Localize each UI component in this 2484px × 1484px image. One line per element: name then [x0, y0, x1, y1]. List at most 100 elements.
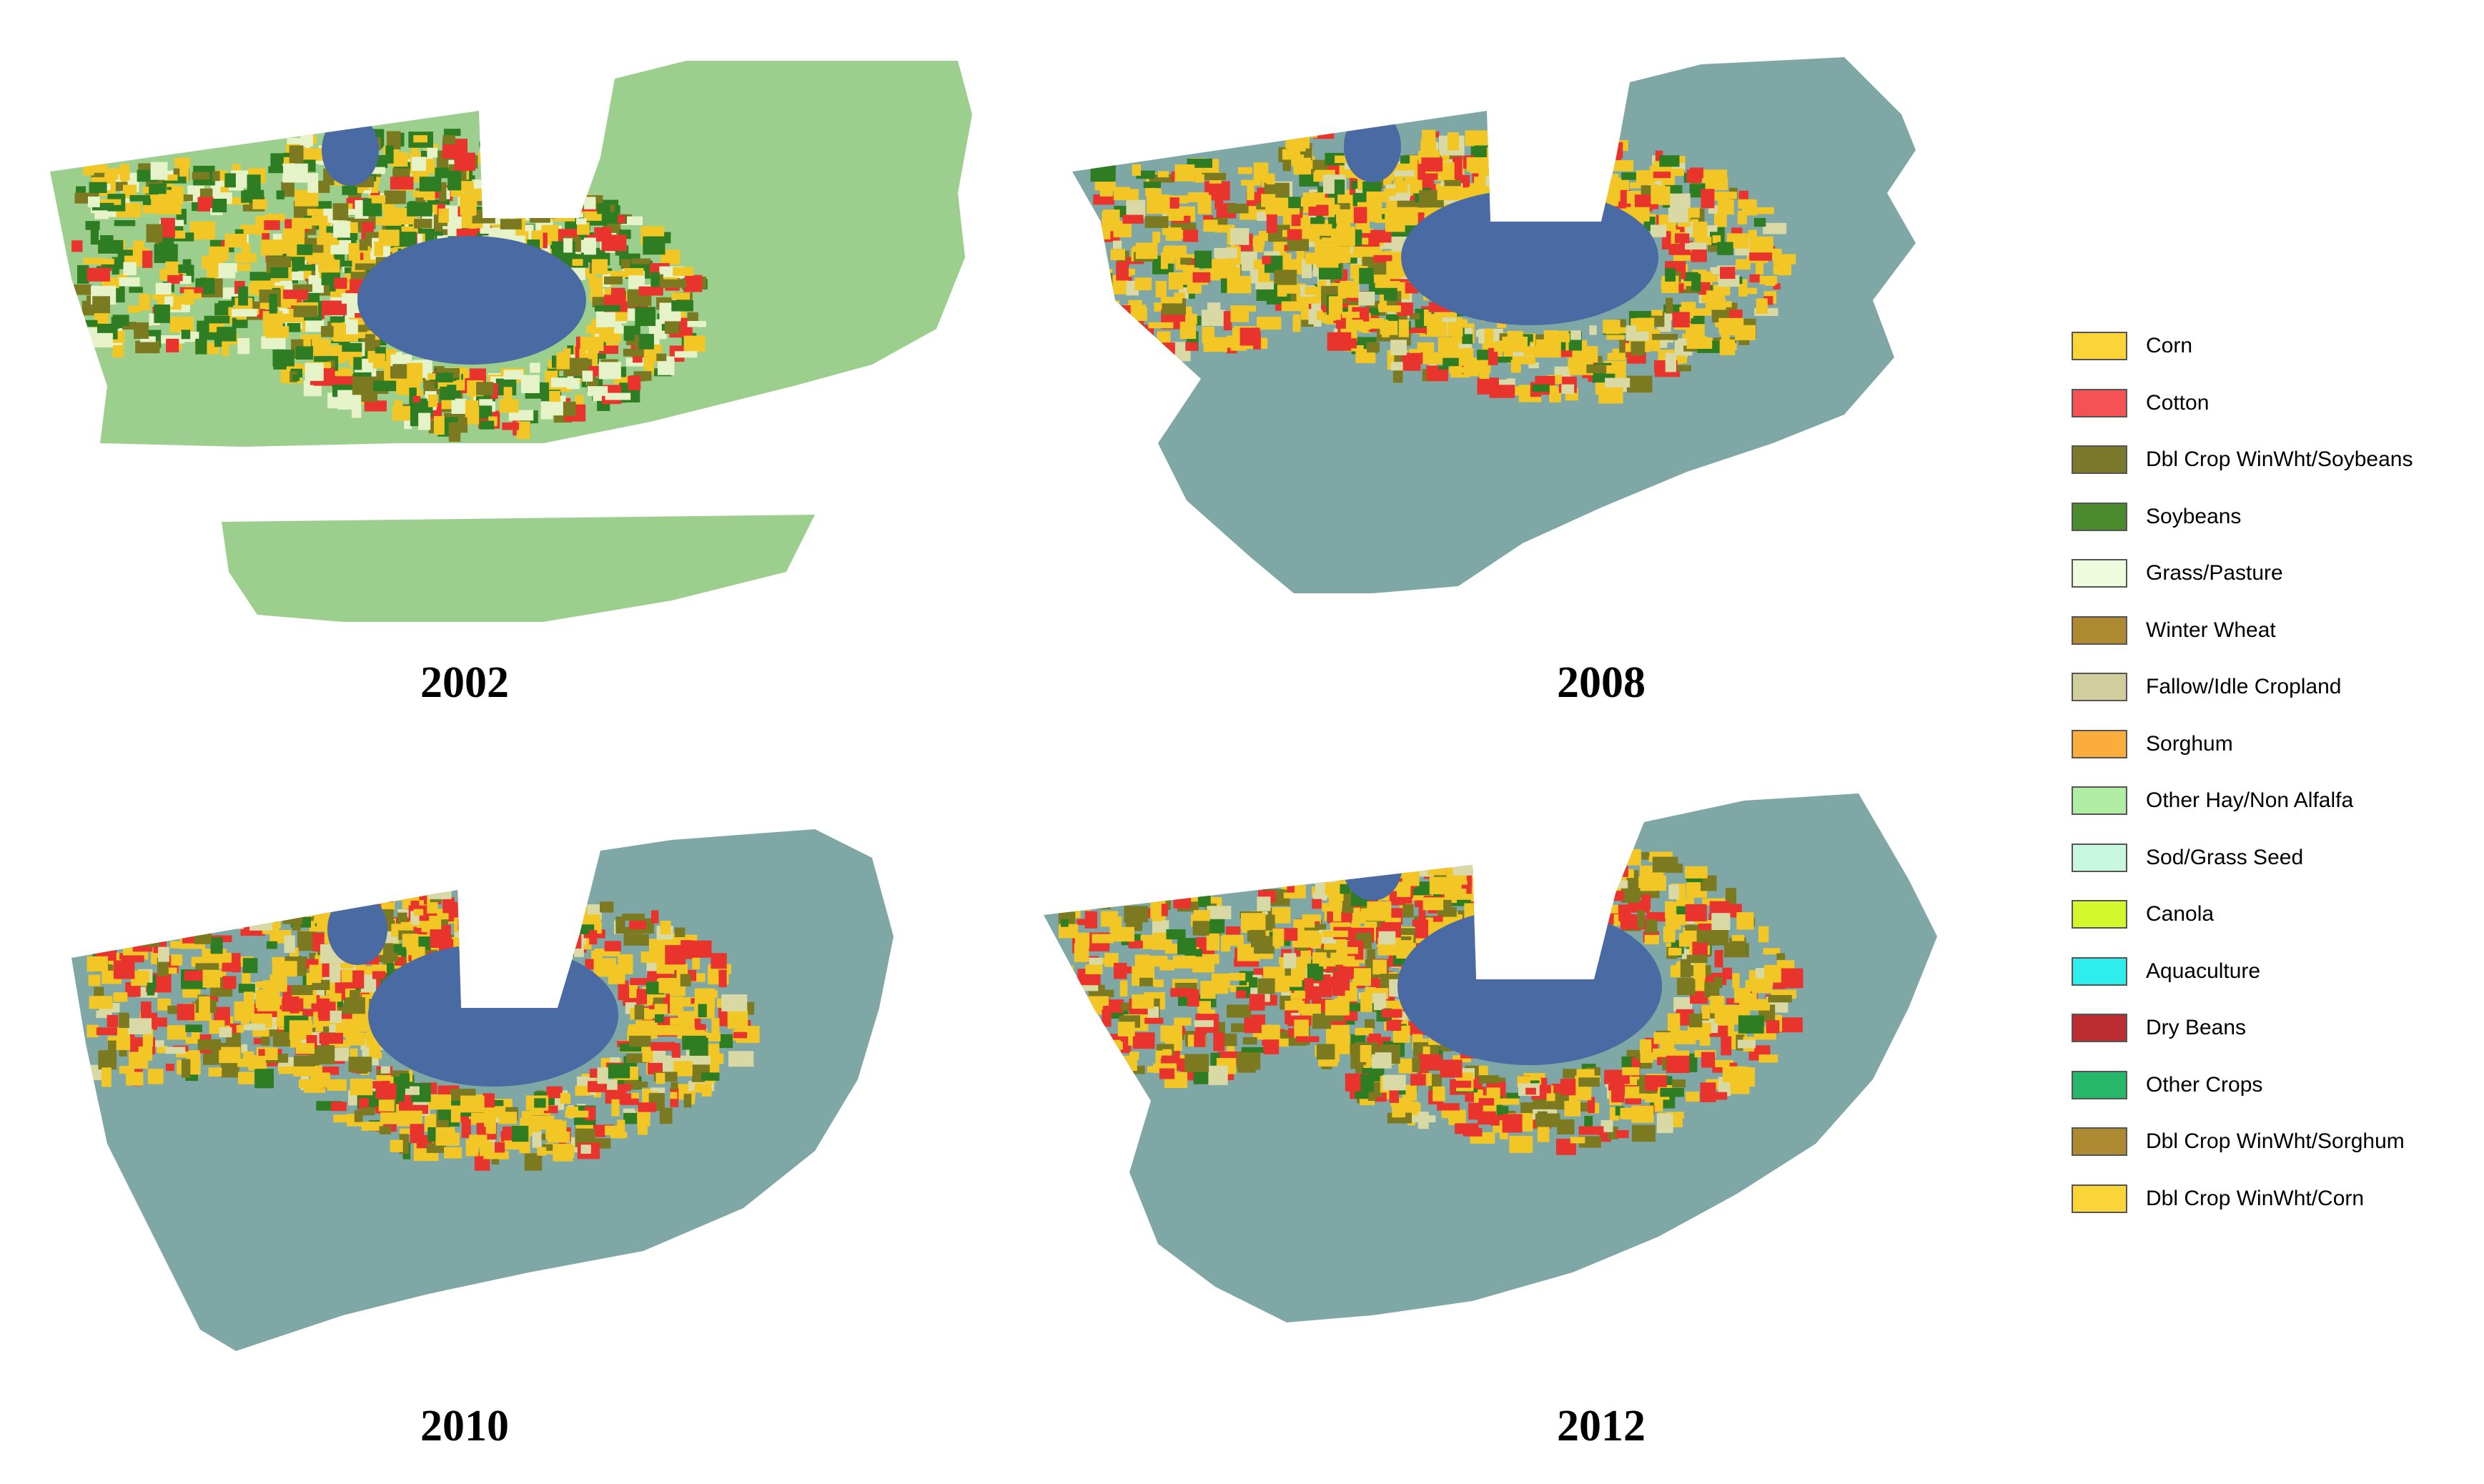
crop-field [689, 1037, 708, 1056]
crop-field [1639, 1039, 1652, 1053]
crop-field [1296, 250, 1305, 263]
crop-field [1335, 155, 1350, 164]
crop-field [498, 881, 523, 891]
crop-field [195, 338, 207, 355]
crop-field [1667, 1013, 1681, 1032]
crop-field [345, 1032, 365, 1046]
crop-field [152, 893, 172, 901]
crop-field [1746, 999, 1770, 1011]
crop-field [434, 416, 445, 435]
crop-field [311, 995, 320, 1013]
crop-field [1440, 1059, 1463, 1078]
crop-field [630, 978, 653, 986]
crop-field [1505, 1092, 1520, 1099]
crop-field [222, 915, 244, 929]
crop-field [1270, 869, 1290, 884]
crop-field [1208, 1065, 1228, 1085]
crop-field [1525, 889, 1538, 906]
crop-field [332, 376, 357, 387]
crop-field [482, 876, 507, 896]
crop-field [333, 864, 358, 879]
crop-field [238, 984, 255, 993]
crop-field [1207, 302, 1221, 321]
crop-field [1060, 1039, 1079, 1056]
crop-field [470, 911, 480, 924]
crop-field [671, 292, 691, 300]
crop-field [1686, 1092, 1700, 1102]
crop-field [1578, 1077, 1600, 1087]
crop-field [217, 910, 228, 923]
crop-field [1327, 256, 1351, 263]
crop-field [1693, 959, 1706, 979]
crop-field [1550, 901, 1563, 912]
crop-field [1113, 189, 1139, 201]
crop-field [1097, 272, 1113, 288]
crop-field [1084, 911, 1098, 929]
crop-field [307, 974, 321, 984]
crop-field [114, 220, 136, 227]
crop-field [1424, 310, 1432, 327]
crop-field [327, 360, 335, 367]
crop-field [542, 1144, 553, 1151]
crop-field [1262, 256, 1272, 264]
crop-field [186, 264, 194, 282]
crop-field [157, 1046, 168, 1054]
crop-field [1287, 229, 1302, 240]
crop-field [113, 960, 135, 979]
crop-field [1119, 980, 1128, 996]
crop-field [600, 901, 614, 913]
crop-field [1685, 924, 1702, 931]
crop-field [1313, 132, 1335, 139]
crop-field [1575, 176, 1586, 192]
crop-field [161, 886, 183, 902]
crop-field [615, 916, 625, 934]
crop-field [394, 400, 402, 414]
crop-field [1418, 905, 1426, 922]
crop-field [224, 197, 249, 205]
crop-field [1526, 848, 1548, 864]
crop-field [1710, 996, 1725, 1014]
crop-field [1518, 150, 1535, 171]
crop-field [185, 1037, 205, 1044]
crop-field [1615, 1130, 1629, 1138]
crop-field [307, 209, 324, 216]
crop-field [1082, 1032, 1095, 1049]
crop-field [1531, 896, 1546, 916]
crop-field [1062, 1019, 1084, 1039]
crop-field [106, 912, 132, 927]
crop-field [1510, 881, 1537, 896]
crop-field [1781, 1017, 1803, 1033]
crop-field [517, 941, 533, 959]
crop-field [598, 949, 620, 956]
crop-field [334, 277, 347, 290]
crop-field [1686, 876, 1703, 883]
legend-label: Winter Wheat [2146, 618, 2276, 642]
crop-field [351, 868, 360, 878]
crop-field [1221, 935, 1230, 952]
crop-field [485, 966, 504, 984]
crop-field [1061, 919, 1069, 927]
crop-field [1113, 221, 1132, 238]
crop-field [1542, 868, 1565, 877]
crop-field [493, 920, 511, 932]
crop-field [1287, 239, 1309, 252]
crop-field [297, 891, 307, 909]
legend-item: Aquaculture [2072, 956, 2260, 987]
crop-field [219, 1027, 232, 1038]
legend-swatch [2072, 1184, 2127, 1213]
crop-field [1503, 149, 1530, 162]
crop-field [683, 335, 706, 352]
crop-field [718, 969, 727, 988]
crop-field [1436, 322, 1448, 335]
crop-field [548, 892, 569, 908]
crop-field [1194, 1032, 1206, 1047]
crop-field [1429, 876, 1452, 895]
crop-field [264, 914, 276, 924]
crop-field [1085, 964, 1103, 974]
crop-field [499, 990, 525, 1004]
crop-field [1518, 882, 1535, 900]
crop-field [1475, 850, 1496, 869]
crop-field [413, 909, 424, 916]
crop-field [509, 904, 528, 925]
crop-field [1328, 212, 1337, 229]
